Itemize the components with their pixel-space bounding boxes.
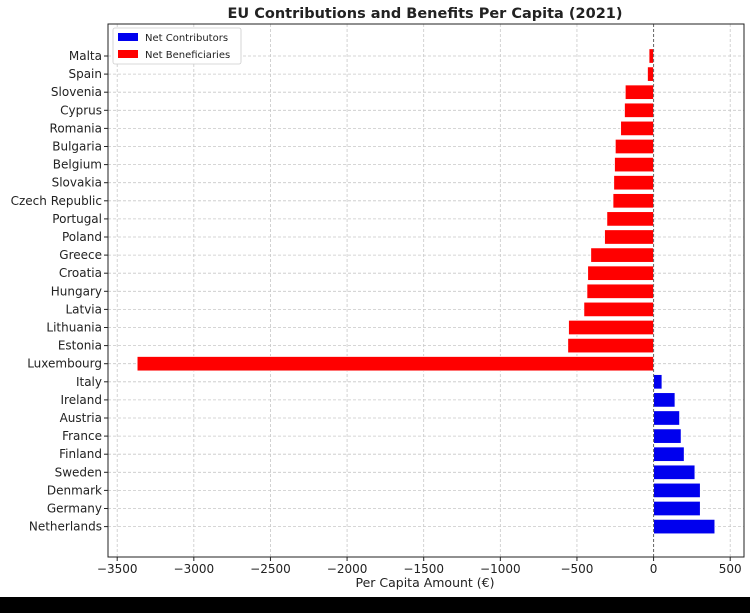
y-label-poland: Poland — [62, 230, 102, 244]
bar-lithuania — [568, 319, 654, 336]
bar-germany — [653, 500, 701, 517]
y-label-cyprus: Cyprus — [60, 103, 102, 117]
bar-malta — [648, 48, 654, 64]
legend-label-net-beneficiaries: Net Beneficiaries — [145, 50, 230, 61]
bar-france — [653, 428, 682, 444]
bar-belgium — [614, 156, 654, 173]
x-tick-label: −2500 — [250, 562, 291, 576]
y-label-netherlands: Netherlands — [29, 520, 102, 534]
y-label-spain: Spain — [68, 67, 102, 81]
y-label-greece: Greece — [59, 248, 102, 262]
y-label-denmark: Denmark — [47, 483, 102, 497]
bar-czech-republic — [612, 193, 654, 209]
y-label-estonia: Estonia — [58, 339, 102, 353]
bar-ireland — [653, 392, 676, 408]
bar-chart: EU Contributions and Benefits Per Capita… — [11, 6, 745, 590]
y-label-france: France — [62, 429, 102, 443]
y-label-ireland: Ireland — [60, 393, 102, 407]
bar-estonia — [567, 337, 654, 354]
x-tick-label: −3000 — [174, 562, 215, 576]
y-label-finland: Finland — [59, 447, 102, 461]
x-tick-label: 500 — [719, 562, 742, 576]
bar-denmark — [653, 482, 701, 499]
x-tick-label: −2000 — [327, 562, 368, 576]
bar-portugal — [606, 211, 654, 227]
x-tick-label: −500 — [560, 562, 593, 576]
plot-frame — [107, 23, 745, 558]
x-axis-label: Per Capita Amount (€) — [355, 575, 494, 590]
bar-austria — [653, 410, 681, 426]
chart-area: EU Contributions and Benefits Per Capita… — [0, 0, 750, 597]
y-label-hungary: Hungary — [51, 284, 102, 298]
legend-swatch-net-contributors — [118, 33, 138, 41]
bar-romania — [620, 120, 654, 137]
y-label-croatia: Croatia — [59, 266, 102, 280]
bar-italy — [653, 374, 663, 390]
bar-cyprus — [624, 102, 654, 118]
bar-croatia — [587, 265, 654, 281]
legend: Net Contributors Net Beneficiaries — [112, 27, 242, 65]
bar-bulgaria — [614, 138, 654, 155]
bar-netherlands — [653, 518, 716, 535]
bar-latvia — [583, 301, 654, 318]
legend-label-net-contributors: Net Contributors — [145, 33, 228, 44]
x-tick-label: 0 — [650, 562, 658, 576]
y-label-italy: Italy — [76, 375, 102, 389]
bar-poland — [604, 229, 654, 245]
bar-sweden — [653, 464, 696, 480]
y-label-romania: Romania — [50, 121, 102, 135]
y-label-latvia: Latvia — [65, 302, 102, 316]
y-label-germany: Germany — [47, 502, 102, 516]
y-label-czech-republic: Czech Republic — [11, 194, 102, 208]
x-tick-label: −1000 — [480, 562, 521, 576]
bar-slovakia — [613, 175, 654, 191]
y-label-belgium: Belgium — [53, 158, 102, 172]
y-label-slovenia: Slovenia — [51, 85, 102, 99]
y-label-lithuania: Lithuania — [46, 321, 102, 335]
chart-title: EU Contributions and Benefits Per Capita… — [227, 6, 622, 22]
y-label-bulgaria: Bulgaria — [52, 140, 102, 154]
y-label-austria: Austria — [60, 411, 102, 425]
legend-swatch-net-beneficiaries — [118, 50, 138, 58]
x-tick-label: −3500 — [97, 562, 138, 576]
bar-finland — [653, 446, 685, 462]
y-label-luxembourg: Luxembourg — [27, 357, 102, 371]
y-label-portugal: Portugal — [52, 212, 102, 226]
y-label-malta: Malta — [69, 49, 102, 63]
y-label-sweden: Sweden — [55, 465, 102, 479]
x-tick-label: −1500 — [403, 562, 444, 576]
bar-luxembourg — [136, 356, 654, 372]
legend-box — [112, 27, 242, 65]
bar-greece — [590, 247, 654, 263]
bar-hungary — [586, 283, 654, 299]
y-label-slovakia: Slovakia — [52, 176, 102, 190]
bar-spain — [647, 66, 654, 82]
bar-slovenia — [624, 84, 654, 100]
